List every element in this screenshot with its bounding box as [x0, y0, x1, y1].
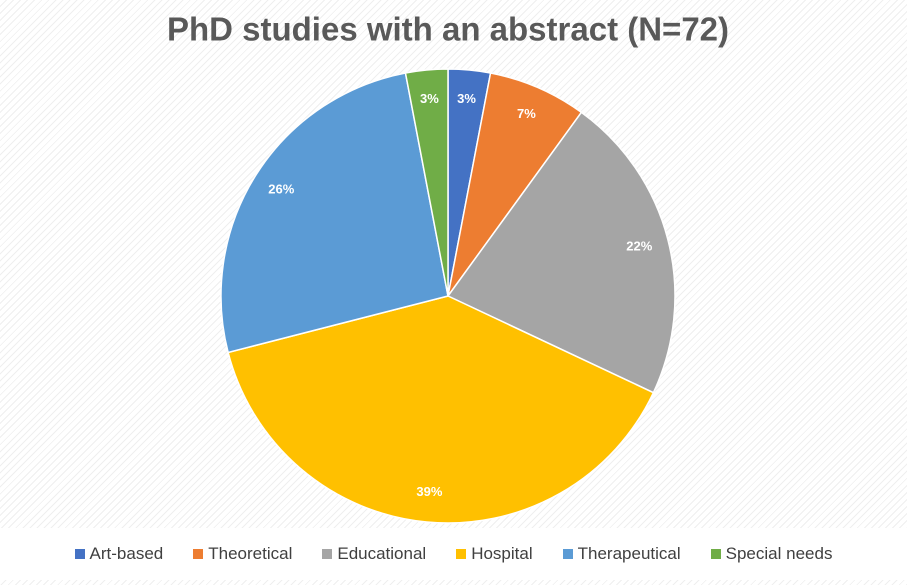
data-label: 22%	[626, 238, 652, 253]
legend-item: Art-based	[74, 544, 164, 564]
legend-swatch	[456, 549, 467, 559]
legend-swatch	[710, 549, 721, 559]
data-label: 26%	[268, 182, 294, 197]
data-label: 3%	[457, 91, 476, 106]
data-label: 3%	[420, 91, 439, 106]
pie-slice	[227, 295, 655, 524]
legend-label: Theoretical	[208, 544, 293, 563]
legend-label: Art-based	[89, 544, 164, 563]
pie-slice	[404, 68, 449, 297]
pie-area: PhD studies with an abstract (N=72) 3% 7%…	[167, 11, 729, 524]
legend-label: Special needs	[725, 544, 833, 563]
legend-swatch	[193, 549, 204, 559]
legend: Art-based Theoretical Educational Hospital T…	[0, 528, 907, 580]
data-label: 39%	[416, 484, 442, 499]
legend-item: Hospital	[456, 544, 533, 564]
legend-label: Therapeutical	[577, 544, 681, 563]
legend-item: Theoretical	[193, 544, 292, 564]
chart-title: PhD studies with an abstract (N=72)	[167, 11, 729, 48]
legend-label: Educational	[337, 544, 427, 563]
legend-item: Educational	[322, 544, 426, 564]
legend-swatch	[562, 549, 573, 559]
pie-slice	[220, 72, 449, 354]
legend-swatch	[74, 549, 85, 559]
data-label: 7%	[517, 106, 536, 121]
legend-label: Hospital	[471, 544, 533, 563]
legend-swatch	[322, 549, 333, 559]
legend-item: Special needs	[710, 544, 833, 564]
legend-item: Therapeutical	[562, 544, 681, 564]
